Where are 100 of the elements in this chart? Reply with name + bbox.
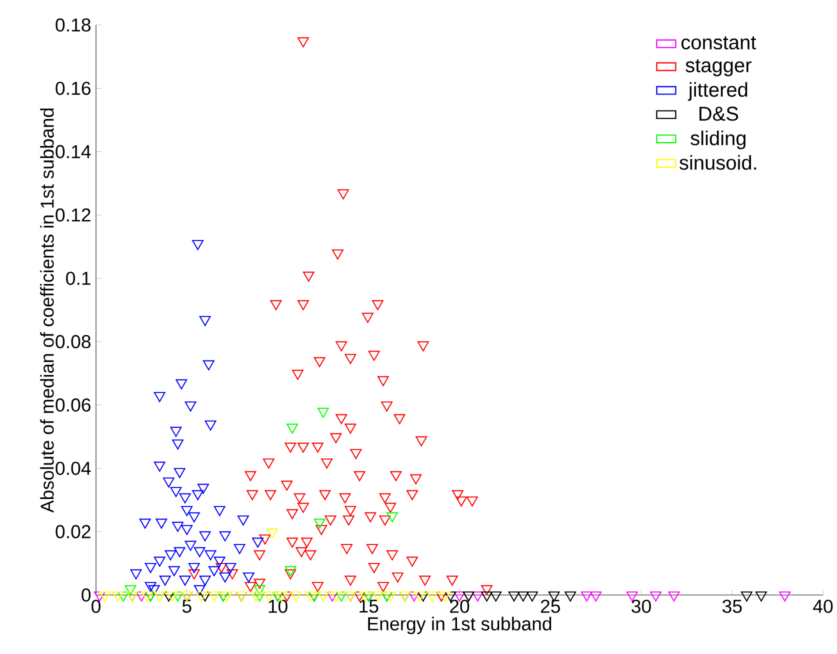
x-tick-label: 10 bbox=[268, 600, 288, 613]
point bbox=[290, 591, 302, 602]
point bbox=[219, 572, 231, 583]
point bbox=[199, 316, 211, 326]
y-axis-title: Absolute of median of coefficients in 1st subband bbox=[40, 108, 54, 513]
point bbox=[199, 576, 211, 586]
point bbox=[112, 591, 124, 602]
y-tick-label: 0 bbox=[82, 588, 91, 602]
point bbox=[221, 591, 233, 602]
point bbox=[284, 566, 296, 576]
y-tick-label: 0.18 bbox=[56, 18, 90, 32]
point bbox=[170, 426, 182, 437]
point bbox=[254, 585, 266, 596]
point bbox=[162, 477, 174, 488]
point bbox=[164, 550, 176, 560]
point bbox=[740, 591, 752, 602]
point bbox=[139, 518, 151, 529]
point bbox=[234, 544, 246, 554]
point bbox=[166, 591, 178, 602]
x-tick-label: 15 bbox=[360, 600, 378, 613]
point bbox=[99, 591, 111, 602]
point bbox=[224, 562, 236, 574]
point bbox=[156, 518, 168, 529]
point bbox=[154, 462, 166, 472]
point bbox=[314, 518, 326, 529]
point bbox=[755, 591, 767, 602]
point bbox=[179, 576, 191, 586]
point bbox=[148, 585, 160, 596]
y-tick-label: 0.08 bbox=[56, 335, 90, 348]
point bbox=[192, 240, 204, 250]
point bbox=[414, 591, 426, 602]
point bbox=[130, 569, 142, 580]
point bbox=[384, 591, 396, 602]
point bbox=[508, 591, 520, 602]
point bbox=[317, 591, 329, 602]
point bbox=[668, 591, 680, 602]
point bbox=[159, 576, 171, 586]
point bbox=[526, 591, 538, 602]
point bbox=[204, 420, 216, 431]
legend-label: sliding bbox=[690, 130, 746, 150]
x-tick-label: 30 bbox=[632, 600, 651, 613]
point bbox=[208, 566, 220, 576]
point bbox=[172, 591, 184, 602]
point bbox=[176, 379, 188, 390]
point bbox=[184, 401, 196, 412]
point bbox=[202, 360, 214, 370]
point bbox=[266, 528, 278, 538]
point bbox=[330, 591, 342, 602]
point bbox=[179, 493, 191, 504]
point bbox=[408, 591, 420, 602]
x-tick-label: 0 bbox=[92, 600, 100, 613]
legend-label: constant bbox=[681, 36, 756, 50]
point bbox=[181, 506, 193, 516]
point bbox=[174, 468, 186, 478]
point bbox=[172, 439, 184, 450]
point bbox=[304, 591, 316, 602]
point bbox=[417, 591, 429, 602]
point bbox=[439, 591, 451, 602]
point bbox=[386, 512, 398, 522]
point bbox=[198, 484, 209, 494]
point bbox=[204, 550, 216, 560]
point bbox=[194, 547, 206, 558]
point bbox=[188, 512, 200, 522]
point bbox=[174, 547, 186, 558]
point bbox=[124, 585, 136, 596]
point bbox=[188, 562, 200, 574]
y-tick-label: 0.02 bbox=[56, 525, 90, 538]
point bbox=[779, 591, 791, 602]
point bbox=[118, 591, 129, 602]
point bbox=[196, 591, 208, 602]
point bbox=[214, 506, 226, 516]
point bbox=[219, 531, 231, 542]
point bbox=[250, 591, 262, 602]
point bbox=[254, 591, 266, 602]
point bbox=[154, 591, 166, 602]
point bbox=[199, 591, 211, 602]
point bbox=[242, 572, 254, 583]
legend-label: jittered bbox=[688, 82, 748, 101]
x-axis-title: Energy in 1st subband bbox=[368, 616, 552, 634]
x-tick-label: 25 bbox=[540, 600, 560, 613]
y-tick-label: 0.1 bbox=[66, 272, 90, 285]
point bbox=[154, 392, 166, 402]
x-tick-label: 20 bbox=[450, 600, 470, 613]
legend-label: stagger bbox=[686, 59, 752, 76]
y-tick-label: 0.12 bbox=[56, 208, 90, 222]
point bbox=[286, 424, 298, 434]
point bbox=[141, 591, 153, 602]
point bbox=[237, 515, 249, 526]
point bbox=[181, 524, 193, 536]
point bbox=[192, 490, 204, 500]
point bbox=[517, 591, 529, 602]
point bbox=[252, 538, 264, 548]
point bbox=[650, 591, 662, 602]
point bbox=[199, 531, 211, 542]
point bbox=[581, 591, 592, 602]
point bbox=[208, 591, 220, 602]
point bbox=[426, 591, 438, 602]
legend-label: sinusoid. bbox=[680, 155, 756, 170]
point bbox=[564, 591, 576, 602]
y-tick-label: 0.04 bbox=[56, 462, 91, 475]
